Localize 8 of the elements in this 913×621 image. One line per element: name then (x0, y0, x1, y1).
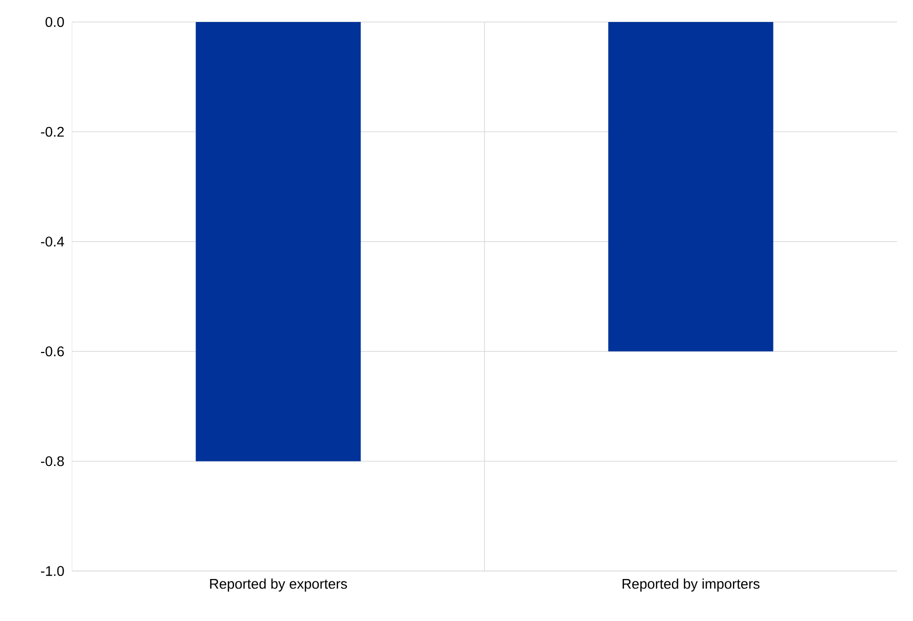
y-tick-label: 0.0 (46, 17, 64, 27)
y-tick-label: -0.4 (40, 236, 64, 247)
y-tick-label: -1.0 (40, 566, 64, 576)
y-tick-label: -0.8 (40, 456, 64, 466)
x-tick-label: Reported by exporters (210, 578, 347, 592)
y-tick-label: -0.6 (40, 346, 64, 356)
y-tick-label: -0.2 (40, 126, 64, 137)
x-tick-label: Reported by importers (622, 578, 760, 592)
